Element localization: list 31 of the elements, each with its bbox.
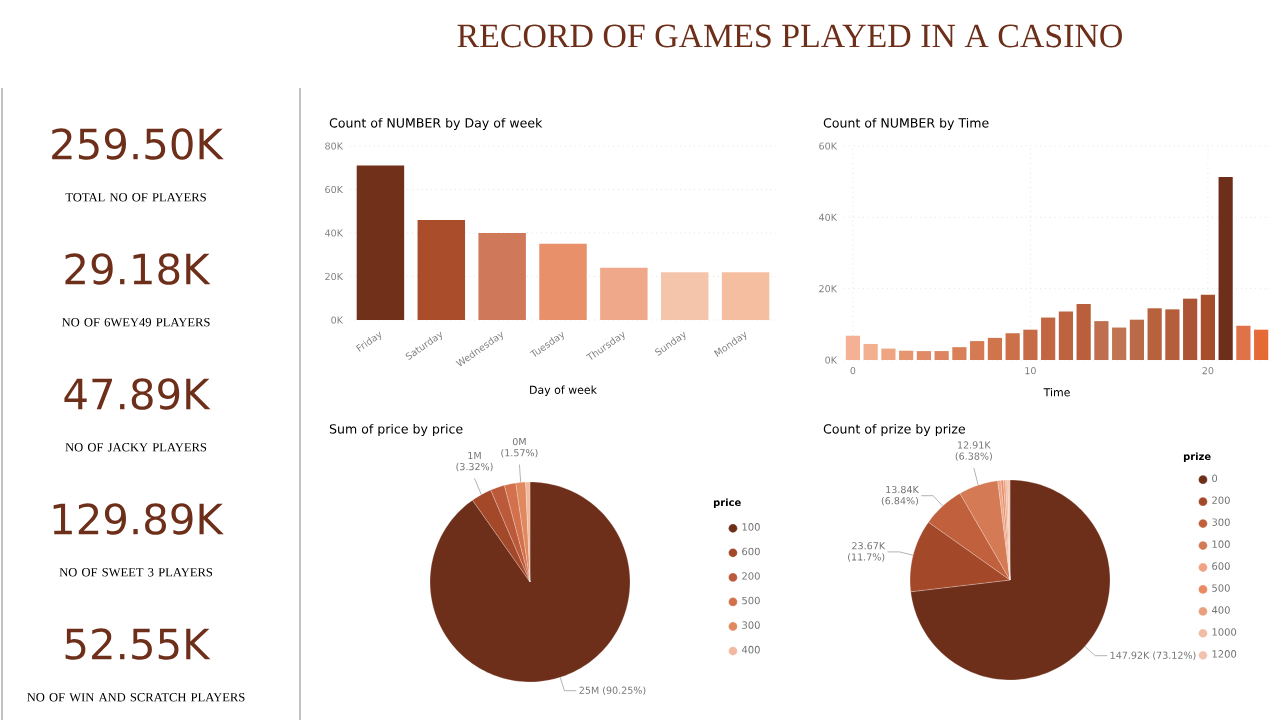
bar bbox=[1094, 321, 1109, 360]
bar bbox=[539, 243, 587, 320]
bar bbox=[1183, 298, 1198, 360]
bar bbox=[1200, 294, 1215, 360]
bar bbox=[478, 232, 526, 320]
bar bbox=[970, 341, 985, 360]
bar bbox=[987, 337, 1002, 360]
text: 52.55K bbox=[65, 628, 211, 660]
bar bbox=[1129, 319, 1144, 360]
bar bbox=[1236, 325, 1251, 360]
bar bbox=[660, 272, 709, 320]
bar bbox=[1076, 304, 1091, 360]
text: 29.18K bbox=[65, 253, 211, 285]
bar bbox=[1112, 327, 1127, 360]
bar bbox=[721, 272, 770, 320]
text: 47.89K bbox=[64, 378, 211, 410]
bar bbox=[1058, 311, 1073, 360]
bar bbox=[600, 267, 648, 320]
bar bbox=[863, 343, 878, 360]
bar bbox=[1254, 329, 1269, 360]
bar bbox=[845, 335, 860, 360]
bar bbox=[417, 219, 466, 320]
bar bbox=[916, 351, 931, 360]
bar bbox=[899, 350, 914, 360]
text: RECORD OF GAMES PLAYED IN A CASINO bbox=[457, 24, 1122, 48]
bar bbox=[881, 348, 896, 360]
text: 259.50K bbox=[52, 128, 224, 160]
bar bbox=[1041, 317, 1056, 360]
bar bbox=[356, 165, 405, 320]
text: 129.89K bbox=[53, 503, 224, 535]
bar bbox=[1218, 177, 1233, 360]
